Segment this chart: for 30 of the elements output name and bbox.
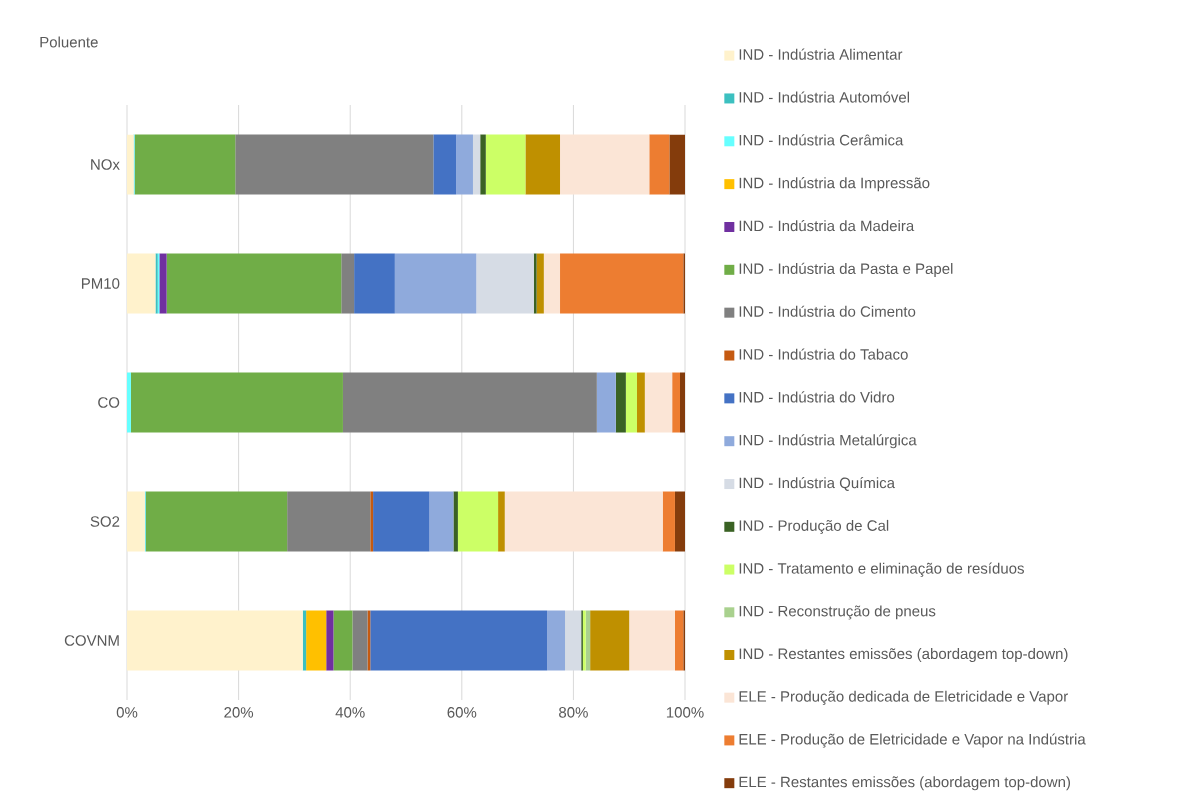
legend-label: IND - Indústria Cerâmica — [739, 134, 904, 146]
legend-label: IND - Indústria Química — [739, 477, 896, 491]
legend-label: IND - Reconstrução de pneus — [739, 605, 936, 620]
legend-label: IND - Indústria do Cimento — [739, 305, 916, 317]
y-tick-label: COVNM — [64, 635, 119, 646]
legend-label: ELE - Produção dedicada de Eletricidade e Vapor — [739, 690, 1068, 705]
x-tick-label: 100% — [666, 707, 704, 718]
x-tick-label: 60% — [447, 707, 477, 718]
legend-label: IND - Indústria Alimentar — [739, 48, 903, 60]
x-tick-label: 20% — [224, 707, 254, 718]
y-tick-label: PM10 — [81, 278, 120, 289]
legend-label: IND - Produção de Cal — [739, 519, 889, 534]
x-tick-label: 80% — [559, 707, 588, 718]
legend-label: IND - Indústria da Madeira — [739, 219, 915, 232]
x-tick-label: 40% — [335, 707, 365, 718]
legend-label: ELE - Restantes emissões (abordagem top-down) — [739, 776, 1071, 791]
y-tick-label: SO2 — [90, 516, 120, 527]
y-axis-title: Poluente — [40, 36, 98, 48]
legend-label: IND - Restantes emissões (abordagem top-down) — [739, 648, 1068, 663]
legend-label: IND - Indústria do Vidro — [739, 391, 895, 403]
y-tick-label: CO — [98, 397, 120, 408]
x-tick-label: 0% — [116, 707, 138, 718]
legend-label: IND - Indústria da Impressão — [739, 177, 930, 192]
legend-label: ELE - Produção de Eletricidade e Vapor na Indústria — [739, 733, 1086, 748]
legend-label: IND - Indústria do Tabaco — [739, 348, 908, 360]
legend-label: IND - Indústria Automóvel — [739, 91, 910, 103]
y-tick-label: NOx — [91, 159, 120, 170]
legend-label: IND - Indústria Metalúrgica — [739, 434, 917, 449]
legend-label: IND - Tratamento e eliminação de resíduos — [739, 562, 1024, 577]
legend-label: IND - Indústria da Pasta e Papel — [739, 262, 953, 277]
